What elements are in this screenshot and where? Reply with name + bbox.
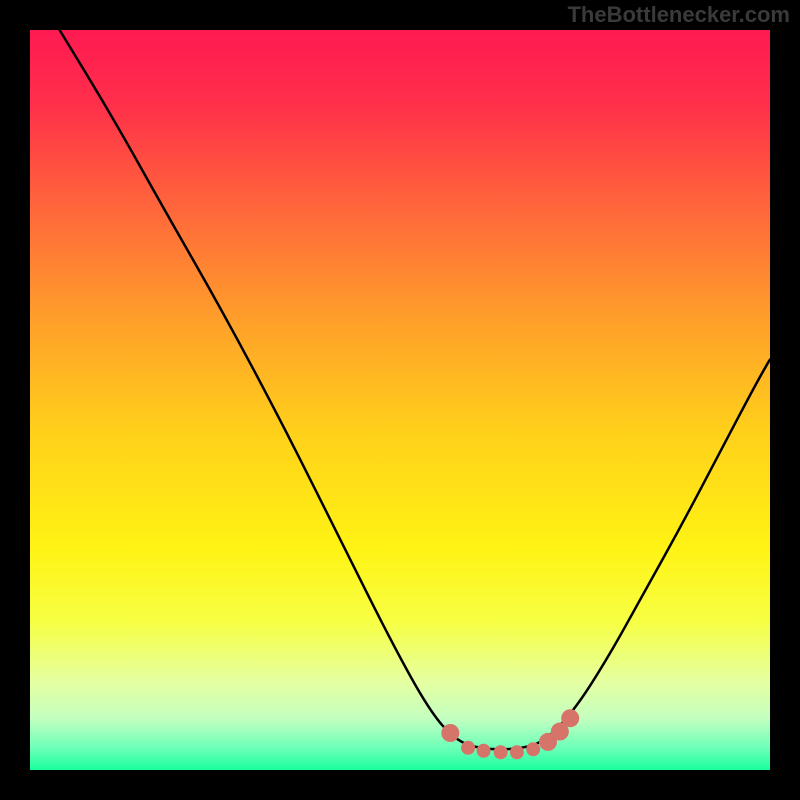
marker-point [441, 724, 459, 742]
chart-canvas: TheBottlenecker.com [0, 0, 800, 800]
marker-point [561, 709, 579, 727]
watermark-text: TheBottlenecker.com [567, 2, 790, 28]
marker-point [477, 744, 491, 758]
chart-svg [0, 0, 800, 800]
marker-point [510, 745, 524, 759]
bottleneck-curve [60, 30, 770, 749]
marker-point [461, 741, 475, 755]
marker-point [526, 742, 540, 756]
marker-point [494, 745, 508, 759]
